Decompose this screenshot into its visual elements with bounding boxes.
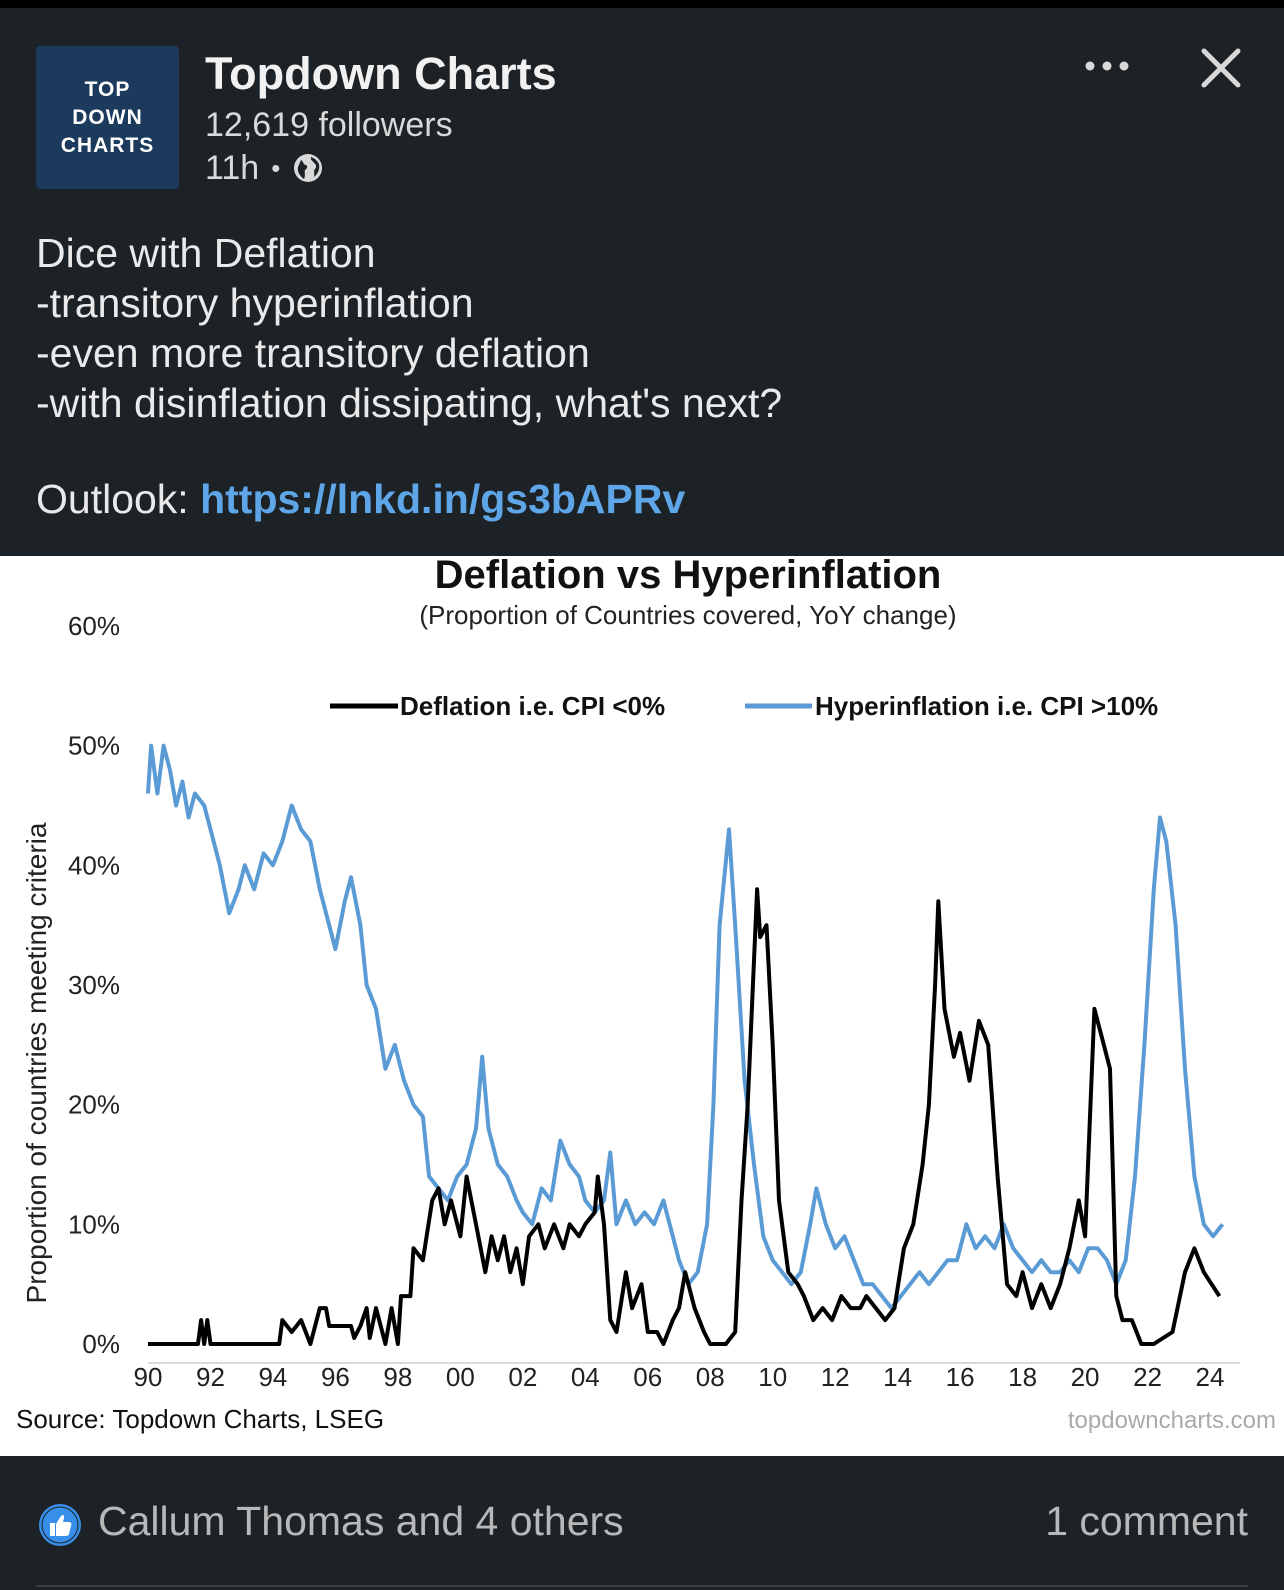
series-line-hyperinflation (146, 743, 1225, 1311)
y-axis-label: Proportion of countries meeting criteria (21, 822, 52, 1303)
x-tick-label: 06 (633, 1362, 662, 1392)
x-tick-label: 08 (696, 1362, 725, 1392)
x-tick-label: 90 (134, 1362, 163, 1392)
post-meta: 11h • (205, 148, 324, 188)
x-tick-label: 96 (321, 1362, 350, 1392)
like-icon[interactable] (38, 1503, 82, 1547)
x-tick-label: 22 (1133, 1362, 1162, 1392)
x-tick-label: 94 (258, 1362, 287, 1392)
logo-line-1: TOP (84, 77, 131, 101)
y-tick-label: 40% (68, 850, 120, 880)
post-line-3: -even more transitory deflation (36, 330, 590, 376)
chart-canvas: Deflation vs Hyperinflation (Proportion … (16, 556, 1276, 1434)
x-tick-label: 98 (383, 1362, 412, 1392)
status-strip (0, 0, 1284, 8)
chart-legend: Deflation i.e. CPI <0% Hyperinflation i.… (330, 691, 1158, 721)
more-icon[interactable] (1082, 54, 1132, 78)
reactions-summary[interactable]: Callum Thomas and 4 others (98, 1498, 624, 1544)
legend-label-hyperinflation: Hyperinflation i.e. CPI >10% (815, 691, 1158, 721)
post-footer (0, 1456, 1284, 1590)
y-tick-label: 60% (68, 611, 120, 641)
y-tick-label: 10% (68, 1209, 120, 1239)
x-tick-label: 00 (446, 1362, 475, 1392)
x-tick-label: 18 (1008, 1362, 1037, 1392)
author-name[interactable]: Topdown Charts (205, 48, 557, 99)
globe-icon (294, 154, 323, 182)
x-tick-label: 02 (508, 1362, 537, 1392)
chart-image[interactable]: Deflation vs Hyperinflation (Proportion … (0, 556, 1284, 1456)
comments-count[interactable]: 1 comment (1045, 1498, 1248, 1544)
post-body: Dice with Deflation -transitory hyperinf… (36, 228, 1246, 428)
legend-label-deflation: Deflation i.e. CPI <0% (400, 691, 665, 721)
logo-line-2: DOWN (72, 105, 143, 129)
y-tick-label: 50% (68, 731, 120, 761)
post-line-4: -with disinflation dissipating, what's n… (36, 380, 783, 426)
y-tick-label: 0% (82, 1329, 120, 1359)
x-tick-label: 10 (758, 1362, 787, 1392)
footer-divider (36, 1585, 1248, 1587)
series-line-deflation (148, 887, 1222, 1346)
x-tick-label: 16 (946, 1362, 975, 1392)
company-logo[interactable]: TOP DOWN CHARTS (36, 46, 179, 189)
chart-source: Source: Topdown Charts, LSEG (16, 1404, 384, 1434)
follower-count: 12,619 followers (205, 106, 453, 144)
post-line-1: Dice with Deflation (36, 230, 376, 276)
outlook-link[interactable]: https://lnkd.in/gs3bAPRv (200, 476, 686, 522)
y-tick-label: 20% (68, 1090, 120, 1120)
chart-title: Deflation vs Hyperinflation (435, 556, 942, 597)
x-tick-label: 14 (883, 1362, 912, 1392)
outlook-line: Outlook: https://lnkd.in/gs3bAPRv (36, 474, 685, 524)
x-tick-label: 92 (196, 1362, 225, 1392)
logo-line-3: CHARTS (60, 133, 155, 157)
y-tick-label: 30% (68, 970, 120, 1000)
post-line-2: -transitory hyperinflation (36, 280, 474, 326)
chart-subtitle: (Proportion of Countries covered, YoY ch… (419, 600, 956, 630)
outlook-label: Outlook: (36, 476, 201, 522)
close-icon[interactable] (1200, 47, 1242, 89)
x-tick-label: 04 (571, 1362, 600, 1392)
x-tick-label: 24 (1196, 1362, 1225, 1392)
meta-separator: • (271, 152, 281, 183)
x-axis-ticks: 90 92 94 96 98 00 02 04 06 08 10 12 14 16 18 20 22 24 (134, 1362, 1225, 1392)
chart-watermark: topdowncharts.com (1068, 1407, 1276, 1434)
post-time: 11h (205, 148, 260, 187)
x-tick-label: 20 (1071, 1362, 1100, 1392)
x-tick-label: 12 (821, 1362, 850, 1392)
y-axis-ticks: 0% 10% 20% 30% 40% 50% 60% (68, 611, 120, 1359)
